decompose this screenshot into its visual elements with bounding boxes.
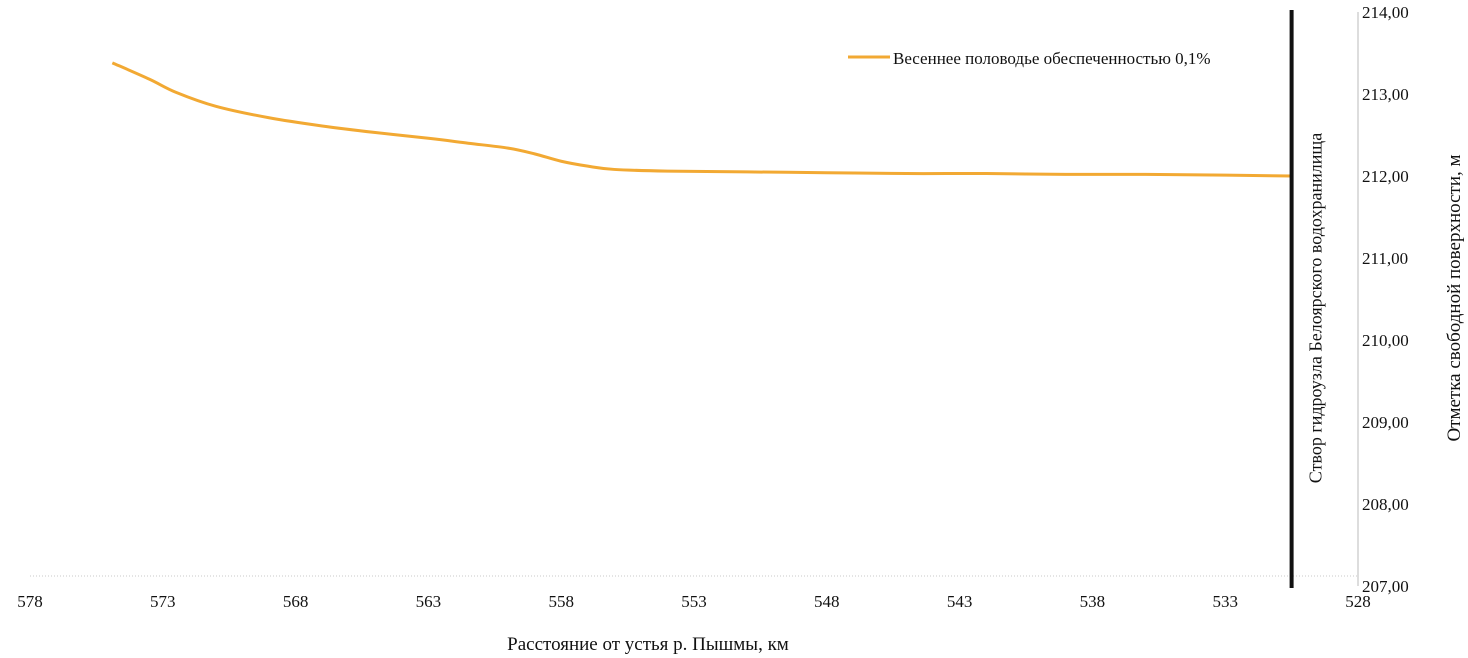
x-tick-label: 578 — [17, 592, 43, 611]
x-tick-label: 538 — [1080, 592, 1106, 611]
x-tick-label: 568 — [283, 592, 309, 611]
y-tick-label: 207,00 — [1362, 577, 1409, 596]
dam-annotation-label: Створ гидроузла Белоярского водохранилищ… — [1306, 133, 1326, 483]
y-tick-label: 208,00 — [1362, 495, 1409, 514]
plot-area — [30, 12, 1359, 586]
y-tick-label: 210,00 — [1362, 331, 1409, 350]
x-tick-label: 558 — [548, 592, 574, 611]
legend-label: Весеннее половодье обеспеченностью 0,1% — [893, 49, 1211, 68]
y-tick-label: 212,00 — [1362, 167, 1409, 186]
x-tick-label: 573 — [150, 592, 176, 611]
x-tick-label: 563 — [416, 592, 442, 611]
x-tick-label: 528 — [1345, 592, 1371, 611]
series-line — [111, 61, 1292, 178]
series-layer — [111, 61, 1292, 178]
legend: Весеннее половодье обеспеченностью 0,1% — [848, 49, 1211, 68]
x-tick-labels: 578 573 568 563 558 553 548 543 538 533 528 — [17, 592, 1371, 611]
y-tick-label: 213,00 — [1362, 85, 1409, 104]
y-tick-label: 214,00 — [1362, 3, 1409, 22]
x-axis-title: Расстояние от устья р. Пышмы, км — [507, 634, 789, 655]
dam-annotation: Створ гидроузла Белоярского водохранилищ… — [1289, 10, 1326, 588]
y-tick-label: 211,00 — [1362, 249, 1408, 268]
x-tick-label: 548 — [814, 592, 840, 611]
x-tick-label: 543 — [947, 592, 973, 611]
y-tick-label: 209,00 — [1362, 413, 1409, 432]
x-tick-label: 533 — [1212, 592, 1238, 611]
y-axis-title: Отметка свободной поверхности, м — [1444, 154, 1465, 441]
y-tick-labels: 207,00 208,00 209,00 210,00 211,00 212,00 213,… — [1362, 3, 1409, 596]
x-tick-label: 553 — [681, 592, 707, 611]
